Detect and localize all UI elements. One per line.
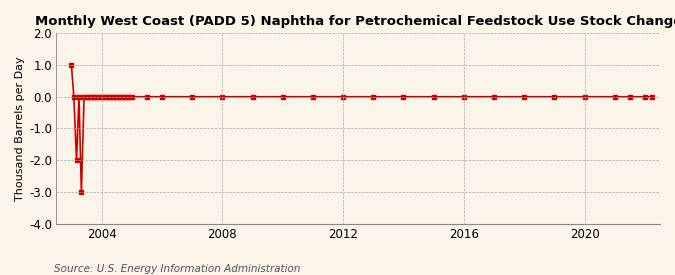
Y-axis label: Thousand Barrels per Day: Thousand Barrels per Day [15,56,25,201]
Title: Monthly West Coast (PADD 5) Naphtha for Petrochemical Feedstock Use Stock Change: Monthly West Coast (PADD 5) Naphtha for … [34,15,675,28]
Text: Source: U.S. Energy Information Administration: Source: U.S. Energy Information Administ… [54,264,300,274]
